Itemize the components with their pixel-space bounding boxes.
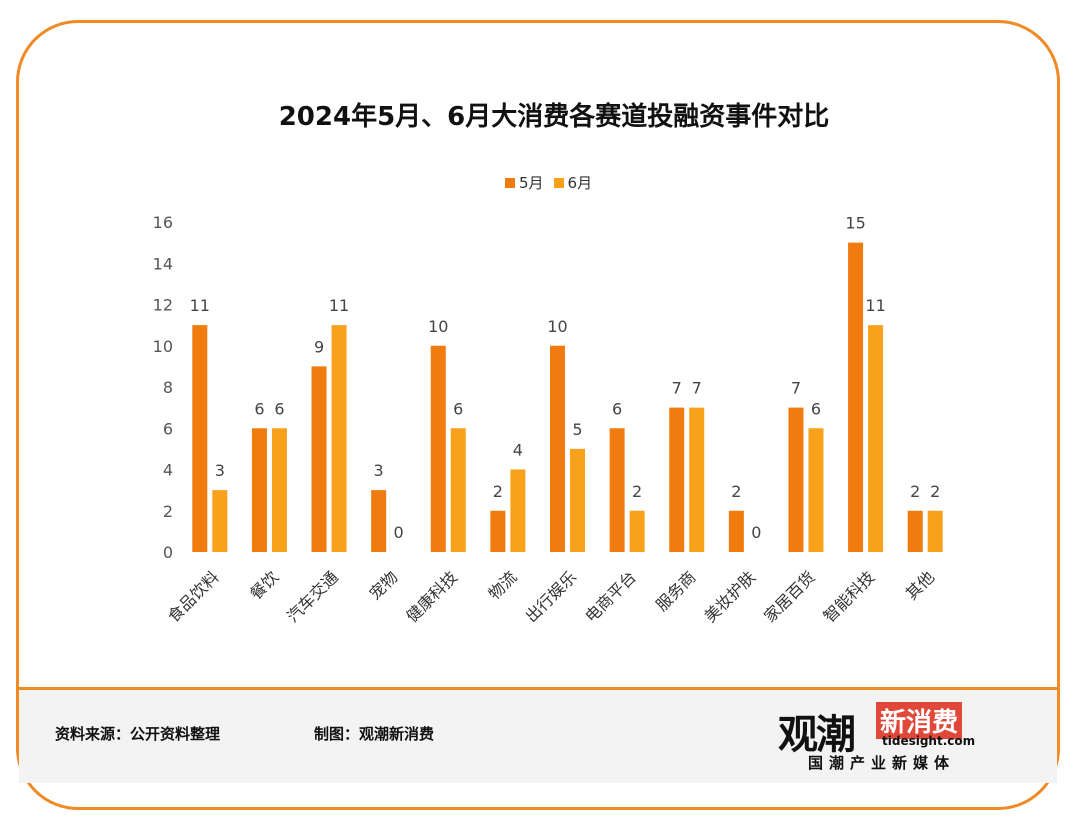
y-tick-label: 8	[163, 378, 173, 397]
bar-june	[570, 448, 585, 552]
logo-text-right: 新消费	[876, 702, 963, 739]
data-label-june: 6	[811, 399, 821, 418]
legend-label-may: 5月	[519, 174, 544, 192]
data-label-june: 11	[329, 296, 349, 315]
y-tick-label: 4	[163, 461, 173, 480]
legend: 5月 6月	[505, 172, 592, 193]
data-label-may: 7	[791, 379, 801, 398]
category-label: 出行娱乐	[522, 567, 581, 626]
y-tick-label: 2	[163, 502, 173, 521]
bar-may	[848, 242, 864, 552]
data-label-june: 7	[692, 379, 702, 398]
category-label: 电商平台	[581, 567, 640, 626]
bar-june	[689, 407, 705, 552]
data-label-may: 15	[845, 214, 865, 233]
category-label: 食品饮料	[164, 567, 223, 626]
data-label-may: 7	[672, 379, 682, 398]
bar-june	[510, 469, 526, 552]
y-tick-label: 0	[163, 543, 173, 562]
legend-item-may: 5月	[505, 172, 544, 193]
bar-may	[311, 366, 327, 552]
data-label-may: 10	[547, 317, 567, 336]
data-label-june: 6	[453, 399, 463, 418]
bar-may	[609, 428, 625, 552]
y-tick-label: 6	[163, 419, 173, 438]
data-label-june: 6	[274, 399, 284, 418]
data-label-june: 3	[215, 461, 225, 480]
data-label-may: 2	[731, 482, 741, 501]
data-label-may: 6	[612, 399, 622, 418]
data-label-june: 0	[394, 523, 404, 542]
bar-may	[192, 325, 208, 552]
category-label: 家居百货	[760, 567, 819, 626]
bar-june	[808, 428, 824, 552]
bar-may	[371, 490, 387, 552]
bar-june	[927, 510, 943, 552]
logo-domain: tidesight.com	[882, 734, 976, 748]
y-tick-label: 10	[153, 337, 173, 356]
bar-june	[212, 490, 228, 552]
data-label-may: 9	[314, 337, 324, 356]
legend-swatch-june	[553, 177, 564, 188]
category-label: 智能科技	[820, 567, 879, 626]
bar-may	[669, 407, 685, 552]
legend-item-june: 6月	[553, 172, 593, 193]
chart-frame	[16, 20, 1060, 810]
bar-june	[629, 510, 645, 552]
data-label-june: 4	[513, 441, 523, 460]
bar-june	[271, 428, 287, 552]
footer-source: 资料来源：公开资料整理	[55, 725, 221, 743]
category-label: 宠物	[365, 567, 401, 603]
category-label: 其他	[902, 567, 938, 603]
bar-may	[907, 510, 923, 552]
chart-title: 2024年5月、6月大消费各赛道投融资事件对比	[278, 102, 830, 132]
category-label: 健康科技	[402, 567, 461, 626]
logo-text-left: 观潮	[778, 712, 856, 758]
bar-may	[430, 345, 446, 552]
category-label: 物流	[485, 567, 521, 603]
bar-june	[450, 428, 466, 552]
bar-may	[251, 428, 267, 552]
data-label-may: 2	[910, 482, 920, 501]
y-tick-label: 12	[153, 296, 173, 315]
footer-credit: 制图：观潮新消费	[314, 725, 435, 743]
data-label-may: 11	[190, 296, 210, 315]
bar-may	[490, 510, 506, 552]
data-label-june: 2	[632, 482, 642, 501]
data-label-may: 6	[254, 399, 264, 418]
category-label: 美妆护肤	[700, 567, 759, 626]
category-label: 餐饮	[246, 567, 282, 603]
y-tick-label: 16	[153, 213, 173, 232]
logo-subtitle: 国潮产业新媒体	[808, 754, 956, 772]
data-label-may: 10	[428, 317, 448, 336]
data-label-june: 0	[751, 523, 761, 542]
data-label-june: 5	[572, 420, 582, 439]
bar-june	[868, 325, 884, 552]
data-label-may: 3	[374, 461, 384, 480]
legend-swatch-may	[505, 177, 515, 188]
footer-divider	[16, 687, 1060, 690]
brand-logo: 观潮 新消费 tidesight.com 国潮产业新媒体	[778, 700, 1008, 778]
data-label-may: 2	[493, 482, 503, 501]
category-label: 服务商	[652, 567, 699, 614]
legend-label-june: 6月	[567, 174, 593, 192]
y-tick-label: 14	[153, 254, 173, 273]
bar-may	[788, 407, 804, 552]
data-label-june: 11	[865, 296, 885, 315]
bar-may	[550, 345, 565, 552]
bar-may	[728, 510, 744, 552]
data-label-june: 2	[930, 482, 940, 501]
category-label: 汽车交通	[283, 567, 342, 626]
bar-june	[331, 325, 347, 552]
